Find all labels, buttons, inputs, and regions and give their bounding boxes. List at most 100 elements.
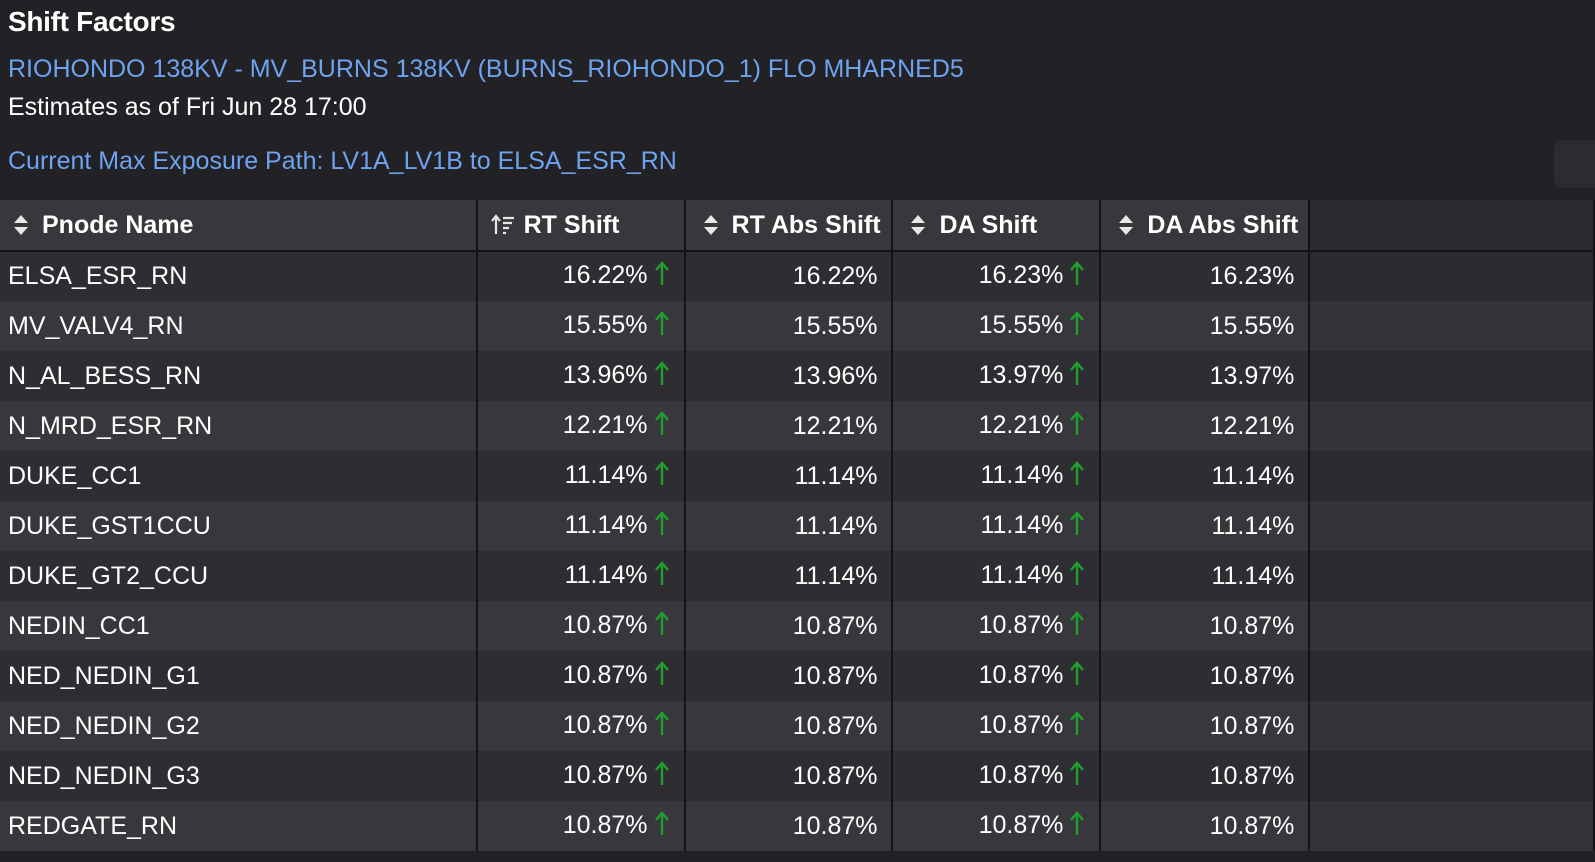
da-shift-value: 10.87% bbox=[978, 660, 1064, 689]
da-shift-cell: 11.14% bbox=[892, 501, 1102, 551]
rt-shift-value: 10.87% bbox=[562, 610, 648, 639]
da-shift-cell: 15.55% bbox=[892, 301, 1102, 351]
arrow-up-icon bbox=[654, 510, 670, 543]
estimates-timestamp: Estimates as of Fri Jun 28 17:00 bbox=[8, 93, 367, 121]
da-shift-cell: 10.87% bbox=[892, 651, 1102, 701]
table-row[interactable]: N_MRD_ESR_RN 12.21% 12.21% 12.21% 12.21% bbox=[0, 401, 1595, 451]
arrow-up-icon bbox=[654, 610, 670, 643]
rt-shift-value: 10.87% bbox=[562, 760, 648, 789]
arrow-up-icon bbox=[1069, 360, 1085, 393]
arrow-up-icon bbox=[1069, 410, 1085, 443]
row-filler bbox=[1309, 801, 1595, 851]
column-header-rt-shift[interactable]: RT Shift bbox=[476, 200, 686, 252]
pnode-name-link[interactable]: DUKE_CC1 bbox=[0, 451, 478, 501]
arrow-up-icon bbox=[654, 360, 670, 393]
row-filler bbox=[1309, 701, 1595, 751]
pnode-name-link[interactable]: N_MRD_ESR_RN bbox=[0, 401, 478, 451]
table-row[interactable]: DUKE_GST1CCU 11.14% 11.14% 11.14% 11.14% bbox=[0, 501, 1595, 551]
table-row[interactable]: N_AL_BESS_RN 13.96% 13.96% 13.97% 13.97% bbox=[0, 351, 1595, 401]
arrow-up-icon bbox=[1069, 610, 1085, 643]
arrow-up-icon bbox=[1069, 460, 1085, 493]
arrow-up-icon bbox=[1069, 260, 1085, 293]
da-shift-cell: 10.87% bbox=[892, 601, 1102, 651]
arrow-up-icon bbox=[654, 410, 670, 443]
table-row[interactable]: ELSA_ESR_RN 16.22% 16.22% 16.23% 16.23% bbox=[0, 251, 1595, 301]
row-filler bbox=[1309, 501, 1595, 551]
row-filler bbox=[1309, 751, 1595, 801]
da-shift-value: 15.55% bbox=[978, 310, 1064, 339]
rt-shift-value: 16.22% bbox=[562, 261, 648, 290]
column-label: DA Shift bbox=[939, 210, 1038, 239]
da-shift-cell: 10.87% bbox=[892, 701, 1102, 751]
pnode-name-link[interactable]: N_AL_BESS_RN bbox=[0, 351, 478, 401]
table-row[interactable]: NED_NEDIN_G2 10.87% 10.87% 10.87% 10.87% bbox=[0, 701, 1595, 751]
da-abs-shift-cell: 10.87% bbox=[1100, 601, 1311, 651]
da-shift-value: 13.97% bbox=[978, 360, 1064, 389]
da-shift-cell: 10.87% bbox=[892, 801, 1102, 851]
table-row[interactable]: NED_NEDIN_G3 10.87% 10.87% 10.87% 10.87% bbox=[0, 751, 1595, 801]
rt-shift-cell: 13.96% bbox=[476, 351, 686, 401]
rt-shift-cell: 10.87% bbox=[476, 651, 686, 701]
rt-shift-value: 11.14% bbox=[564, 560, 648, 589]
table-row[interactable]: DUKE_CC1 11.14% 11.14% 11.14% 11.14% bbox=[0, 451, 1595, 501]
rt-abs-shift-cell: 10.87% bbox=[684, 801, 894, 851]
pnode-name-link[interactable]: DUKE_GST1CCU bbox=[0, 501, 478, 551]
rt-shift-value: 10.87% bbox=[562, 810, 648, 839]
sort-icon[interactable] bbox=[698, 213, 724, 237]
da-shift-cell: 12.21% bbox=[892, 401, 1102, 451]
rt-shift-value: 11.14% bbox=[564, 460, 648, 489]
sort-icon[interactable] bbox=[8, 213, 34, 237]
rt-abs-shift-cell: 10.87% bbox=[684, 751, 894, 801]
max-exposure-path-link[interactable]: Current Max Exposure Path: LV1A_LV1B to … bbox=[8, 147, 677, 175]
da-abs-shift-cell: 16.23% bbox=[1100, 251, 1311, 301]
table-row[interactable]: NEDIN_CC1 10.87% 10.87% 10.87% 10.87% bbox=[0, 601, 1595, 651]
arrow-up-icon bbox=[654, 710, 670, 743]
pnode-name-link[interactable]: NED_NEDIN_G3 bbox=[0, 751, 478, 801]
pnode-name-link[interactable]: REDGATE_RN bbox=[0, 801, 478, 851]
da-abs-shift-cell: 10.87% bbox=[1100, 701, 1311, 751]
side-panel-handle[interactable] bbox=[1554, 140, 1595, 188]
pnode-name-link[interactable]: NEDIN_CC1 bbox=[0, 601, 478, 651]
rt-abs-shift-cell: 11.14% bbox=[684, 451, 894, 501]
da-abs-shift-cell: 13.97% bbox=[1100, 351, 1311, 401]
row-filler bbox=[1309, 601, 1595, 651]
rt-abs-shift-cell: 10.87% bbox=[684, 701, 894, 751]
pnode-name-link[interactable]: NED_NEDIN_G1 bbox=[0, 651, 478, 701]
rt-abs-shift-cell: 13.96% bbox=[684, 351, 894, 401]
row-filler bbox=[1309, 251, 1595, 301]
rt-shift-cell: 11.14% bbox=[476, 501, 686, 551]
rt-shift-cell: 10.87% bbox=[476, 601, 686, 651]
sort-icon[interactable] bbox=[905, 213, 931, 237]
sort-desc-icon[interactable] bbox=[490, 213, 516, 237]
row-filler bbox=[1309, 351, 1595, 401]
column-label: DA Abs Shift bbox=[1147, 210, 1299, 239]
arrow-up-icon bbox=[654, 260, 670, 293]
pnode-name-link[interactable]: ELSA_ESR_RN bbox=[0, 251, 478, 301]
arrow-up-icon bbox=[1069, 760, 1085, 793]
column-header-da-shift[interactable]: DA Shift bbox=[892, 200, 1102, 252]
constraint-link[interactable]: RIOHONDO 138KV - MV_BURNS 138KV (BURNS_R… bbox=[8, 55, 964, 83]
row-filler bbox=[1309, 551, 1595, 601]
rt-abs-shift-cell: 11.14% bbox=[684, 551, 894, 601]
pnode-name-link[interactable]: DUKE_GT2_CCU bbox=[0, 551, 478, 601]
pnode-name-link[interactable]: NED_NEDIN_G2 bbox=[0, 701, 478, 751]
sort-icon[interactable] bbox=[1113, 213, 1139, 237]
table-row[interactable]: DUKE_GT2_CCU 11.14% 11.14% 11.14% 11.14% bbox=[0, 551, 1595, 601]
table-row[interactable]: REDGATE_RN 10.87% 10.87% 10.87% 10.87% bbox=[0, 801, 1595, 851]
da-abs-shift-cell: 10.87% bbox=[1100, 651, 1311, 701]
table-row[interactable]: MV_VALV4_RN 15.55% 15.55% 15.55% 15.55% bbox=[0, 301, 1595, 351]
column-label: Pnode Name bbox=[42, 210, 194, 239]
arrow-up-icon bbox=[654, 660, 670, 693]
column-header-pnode-name[interactable]: Pnode Name bbox=[0, 200, 478, 252]
table-row[interactable]: NED_NEDIN_G1 10.87% 10.87% 10.87% 10.87% bbox=[0, 651, 1595, 701]
da-shift-cell: 11.14% bbox=[892, 451, 1102, 501]
pnode-name-link[interactable]: MV_VALV4_RN bbox=[0, 301, 478, 351]
rt-shift-value: 10.87% bbox=[562, 710, 648, 739]
table-body: ELSA_ESR_RN 16.22% 16.22% 16.23% 16.23% MV_VA… bbox=[0, 251, 1595, 851]
column-label: RT Shift bbox=[523, 210, 620, 239]
rt-shift-value: 12.21% bbox=[562, 410, 648, 439]
rt-abs-shift-cell: 16.22% bbox=[684, 251, 894, 301]
column-header-da-abs-shift[interactable]: DA Abs Shift bbox=[1100, 200, 1311, 252]
column-header-rt-abs-shift[interactable]: RT Abs Shift bbox=[684, 200, 894, 252]
